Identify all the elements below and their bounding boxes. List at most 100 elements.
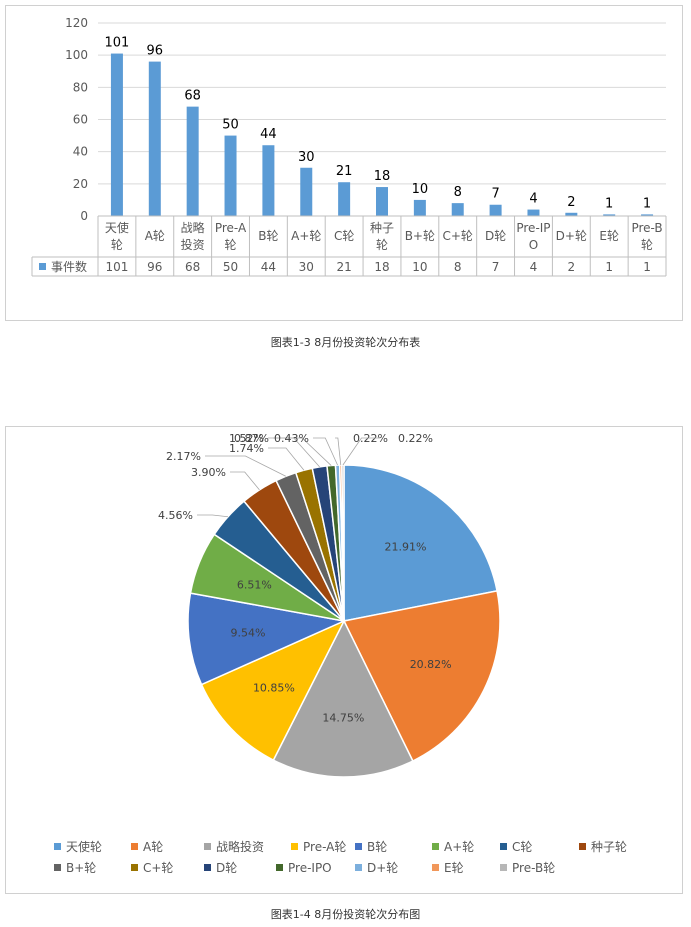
bar (110, 53, 123, 216)
legend-key-icon (39, 263, 46, 270)
bar (527, 209, 540, 216)
bar (148, 61, 161, 216)
data-label: 7 (491, 187, 499, 202)
legend-key-icon (276, 864, 283, 871)
data-label: 4 (529, 192, 537, 207)
leader-line (205, 455, 286, 477)
bar (300, 167, 313, 216)
category-label: D+轮 (556, 229, 587, 243)
legend-label: A轮 (143, 840, 163, 854)
slice-label: 14.75% (322, 712, 364, 725)
legend-key-icon (355, 864, 362, 871)
data-label: 18 (374, 169, 391, 184)
legend-label: D轮 (216, 861, 237, 875)
legend-key-icon (500, 864, 507, 871)
category-label: 投资 (181, 237, 205, 252)
legend-key-icon (131, 864, 138, 871)
bar (565, 212, 578, 216)
table-value: 10 (412, 260, 427, 274)
category-label: Pre-B (631, 221, 662, 235)
pie-slice (342, 590, 501, 762)
bar (603, 214, 616, 216)
table-value: 2 (568, 260, 576, 274)
data-label: 8 (454, 185, 462, 200)
legend-series-name: 事件数 (51, 259, 87, 274)
pie-slice (187, 592, 347, 686)
category-label: Pre-A (215, 221, 247, 235)
legend-label: Pre-IPO (288, 861, 332, 875)
category-label: A+轮 (291, 229, 321, 243)
y-tick-label: 100 (65, 48, 88, 62)
legend-key-icon (579, 843, 586, 850)
leader-line (268, 447, 305, 471)
table-value: 1 (605, 260, 613, 274)
legend-label: Pre-B轮 (512, 861, 555, 875)
category-label: 轮 (225, 238, 237, 252)
slice-label: 2.17% (166, 450, 201, 463)
legend-label: C+轮 (143, 861, 173, 875)
leader-line (197, 514, 229, 518)
legend-label: C轮 (512, 840, 532, 854)
slice-label: 3.90% (191, 466, 226, 479)
slice-label: 1.74% (229, 442, 264, 455)
category-label: C轮 (334, 229, 354, 243)
pie-slice (272, 619, 414, 778)
slice-label: 10.85% (253, 682, 295, 695)
slice-label: 0.43% (274, 432, 309, 445)
slice-label: 21.91% (384, 540, 426, 553)
table-value: 7 (492, 260, 500, 274)
data-label: 101 (105, 36, 130, 51)
slice-label: 0.22% (398, 432, 433, 445)
leader-line (342, 437, 380, 466)
legend-label: E轮 (444, 861, 464, 875)
leader-line (335, 437, 342, 466)
data-label: 44 (260, 127, 277, 142)
legend-key-icon (131, 843, 138, 850)
pie-slice (200, 619, 346, 762)
table-value: 30 (299, 260, 314, 274)
bar (338, 182, 351, 216)
legend-label: 种子轮 (591, 840, 627, 854)
bar (451, 203, 464, 216)
data-label: 21 (336, 164, 353, 179)
slice-label: 1.52% (229, 432, 264, 445)
category-label: 轮 (641, 238, 653, 252)
category-label: 战略 (181, 220, 205, 235)
pie-chart-panel: 21.91% 20.82% 14.75% 10.85% 9.54% 6.51% 4.56% 3… (5, 426, 683, 894)
category-label: D轮 (485, 229, 506, 243)
pie-chart-caption: 图表1-4 8月份投资轮次分布图 (270, 908, 421, 921)
legend-key-icon (204, 864, 211, 871)
legend-label: B轮 (367, 840, 387, 854)
category-label: O (529, 238, 538, 252)
category-label: C+轮 (443, 229, 473, 243)
bar (186, 106, 199, 216)
data-label: 10 (412, 182, 429, 197)
bar-chart-caption: 图表1-3 8月份投资轮次分布表 (270, 336, 421, 349)
y-tick-label: 60 (73, 113, 88, 127)
leader-line (230, 471, 260, 491)
leader-line (313, 437, 338, 466)
legend-label: 战略投资 (216, 839, 264, 854)
bar (262, 145, 275, 216)
table-value: 96 (147, 260, 162, 274)
table-value: 1 (643, 260, 651, 274)
data-label: 50 (222, 118, 239, 133)
category-label: B+轮 (405, 229, 435, 243)
bar (641, 214, 654, 216)
pie-slice (343, 464, 498, 622)
data-label: 1 (605, 196, 613, 211)
bar-chart-panel: 0 20 40 60 80 100 120 101 96 68 50 44 30 21 18 10 8 7 4 2 1 1… (5, 5, 683, 321)
category-label: 轮 (111, 238, 123, 252)
data-label: 2 (567, 195, 575, 210)
bar (224, 135, 237, 216)
bar (489, 204, 502, 216)
y-tick-label: 40 (73, 145, 88, 159)
legend-label: 天使轮 (66, 839, 102, 854)
legend-key-icon (500, 843, 507, 850)
legend-label: Pre-A轮 (303, 840, 346, 854)
slice-label: 20.82% (410, 658, 452, 671)
legend-key-icon (432, 843, 439, 850)
legend-label: B+轮 (66, 861, 96, 875)
slice-label: 0.22% (353, 432, 388, 445)
